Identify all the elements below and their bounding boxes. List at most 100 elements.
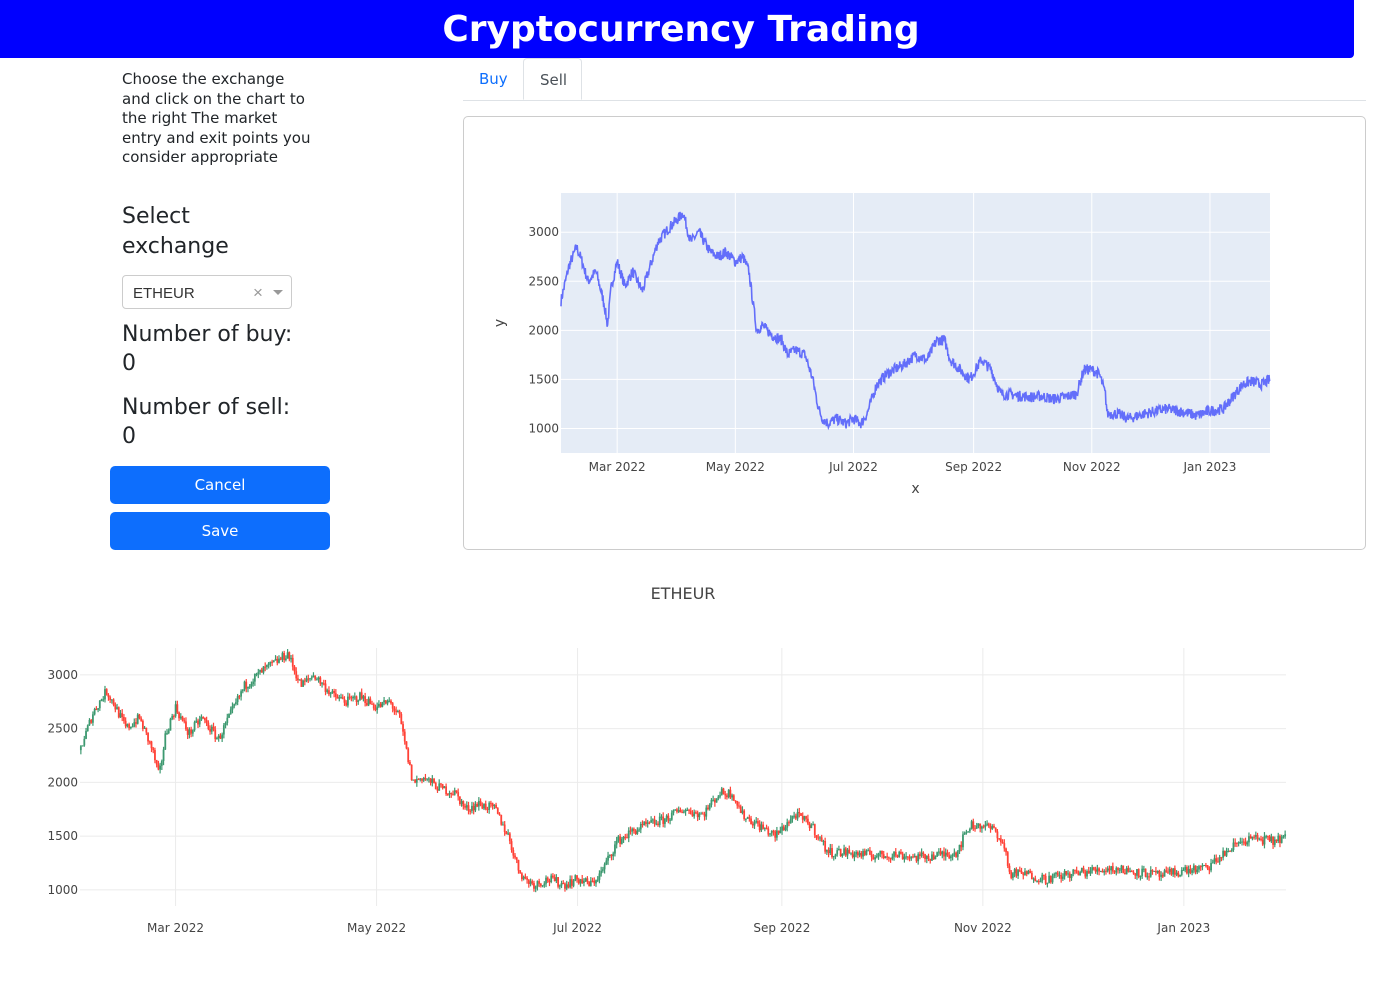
tab-sell[interactable]: Sell [523,58,582,100]
trade-tabs: Buy Sell [463,58,1366,101]
y-tick-label: 1000 [528,421,559,435]
candle-body [579,879,582,884]
candle-body [300,679,303,687]
candle-body [402,724,404,732]
candle-body [512,850,515,856]
candle-body [293,666,296,672]
candle-body [1175,872,1178,875]
candle-body [1227,850,1230,852]
candle-body [1027,870,1030,875]
candle-body [174,704,177,717]
x-tick-label: Sep 2022 [753,921,810,935]
candle-body [260,669,263,673]
candle-body [1108,868,1111,871]
candle-body [1127,868,1130,872]
candle-body [958,844,961,852]
candle-body [1153,870,1156,872]
candle-body [760,824,763,831]
exchange-dropdown[interactable]: ETHEUR × [122,275,292,309]
candle-body [1074,869,1076,871]
candle-body [245,681,248,689]
candle-body [1008,865,1011,872]
candle-body [365,702,368,706]
candle-body [419,778,422,780]
candle-body [946,852,949,856]
candle-body [1192,865,1195,871]
candle-body [705,807,708,817]
candle-body [264,666,267,668]
candle-body [658,816,661,826]
candle-body [529,881,532,885]
candle-body [310,677,313,679]
candle-body [1055,872,1057,874]
candle-body [1210,862,1212,871]
candle-body [872,857,875,860]
candle-body [615,840,618,845]
candle-body [1103,870,1106,873]
candle-body [574,875,577,881]
candle-body [465,805,468,808]
candle-body [539,883,542,886]
candle-body [913,855,916,858]
candle-body [340,697,342,699]
candle-body [1022,873,1025,876]
candle-body [987,823,990,827]
candle-body [1204,865,1207,867]
candle-body [88,720,91,726]
candle-body [894,851,897,856]
candle-body [1010,871,1013,878]
candle-body [905,856,908,858]
candle-body [450,793,453,795]
candle-body [191,730,194,734]
candle-body [119,713,122,718]
candle-body [114,704,117,710]
candle-body [112,699,115,705]
candle-body [283,653,286,661]
candle-body [1036,880,1038,882]
candle-body [674,809,677,811]
candle-body [1254,835,1257,837]
candle-body [584,878,587,881]
candle-body [1235,842,1238,844]
candle-body [681,812,684,814]
candle-body [183,720,186,722]
candle-body [1248,836,1250,843]
candle-body [1184,867,1187,870]
candle-body [97,708,99,710]
candle-body [541,885,544,887]
candle-body [253,673,256,682]
clear-icon[interactable]: × [253,283,263,302]
price-line-chart[interactable]: 1000 1500 2000 2500 3000 Mar 2022 May 2022 Jul … [464,117,1365,549]
x-tick-label: Jul 2022 [828,460,878,474]
cancel-button[interactable]: Cancel [110,466,330,504]
candle-body [912,856,914,858]
candle-body [347,696,349,706]
candle-body [1263,836,1266,845]
candle-body [1034,878,1037,882]
candle-body [345,702,348,706]
candle-body [1111,866,1114,872]
candle-body [977,823,980,826]
candle-body [908,857,911,859]
candle-body [367,698,370,706]
candle-body [627,830,630,839]
candle-body [1203,865,1206,867]
y-tick-label: 1500 [528,372,559,386]
save-button[interactable]: Save [110,512,330,550]
candle-body [86,725,89,731]
candlestick-chart[interactable]: ETHEUR 1000 1500 2000 2500 3000 Mar 2022 May 20… [0,570,1378,970]
candle-body [500,814,503,825]
candle-body [1189,868,1192,873]
candle-body [515,857,518,860]
candle-body [906,856,909,858]
candle-body [105,689,108,695]
y-tick-label: 1000 [47,883,78,897]
tab-buy[interactable]: Buy [479,70,508,88]
chevron-down-icon[interactable] [273,290,283,295]
candle-body [1049,875,1052,883]
candle-body [1003,843,1006,849]
candle-body [1067,873,1069,875]
candle-body [1030,872,1033,880]
candle-body [510,841,513,851]
candle-body [136,714,139,724]
